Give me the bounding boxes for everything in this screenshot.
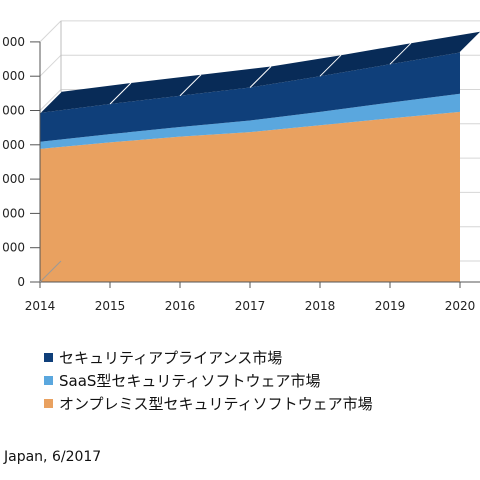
stacked-area-chart: 2014 2015 2016 2017 2018 2019 2020000000000000… <box>2 20 480 313</box>
x-tick-label-2020: 2020 <box>445 299 476 313</box>
areas-layer <box>39 31 480 282</box>
ribbon-divider-2 <box>179 74 202 97</box>
axes-layer <box>39 41 480 288</box>
legend: セキュリティアプライアンス市場 SaaS型セキュリティソフトウェア市場 オンプレ… <box>44 348 373 417</box>
ribbon-divider-5 <box>389 42 412 65</box>
legend-item-saas: SaaS型セキュリティソフトウェア市場 <box>44 371 373 390</box>
y-tick-label-0: 0 <box>17 275 25 289</box>
legend-label-onprem: オンプレミス型セキュリティソフトウェア市場 <box>59 395 373 413</box>
ribbon-divider-0 <box>39 91 62 114</box>
legend-swatch-onprem <box>44 399 53 408</box>
y-tick-label-3: 000 <box>2 172 25 186</box>
legend-label-appliance: セキュリティアプライアンス市場 <box>59 349 283 367</box>
legend-item-appliance: セキュリティアプライアンス市場 <box>44 348 373 367</box>
ribbon-divider-3 <box>249 66 272 88</box>
legend-swatch-appliance <box>44 353 53 362</box>
x-tick-label-2018: 2018 <box>305 299 336 313</box>
gridline-wall-6 <box>39 54 62 77</box>
legend-swatch-saas <box>44 376 53 385</box>
legend-item-onprem: オンプレミス型セキュリティソフトウェア市場 <box>44 394 373 413</box>
area-series-1 <box>40 93 460 149</box>
tick-labels-layer: 2014 2015 2016 2017 2018 2019 2020000000000000… <box>2 35 475 313</box>
ribbon-divider-4 <box>319 54 342 77</box>
y-tick-label-2: 000 <box>2 206 25 220</box>
y-tick-label-4: 000 <box>2 138 25 152</box>
y-tick-label-5: 000 <box>2 104 25 118</box>
floor-edge <box>39 260 62 283</box>
source-note: Japan, 6/2017 <box>4 449 102 465</box>
x-tick-label-2017: 2017 <box>235 299 266 313</box>
y-tick-label-6: 000 <box>2 69 25 83</box>
x-tick-label-2016: 2016 <box>165 299 196 313</box>
x-tick-label-2015: 2015 <box>95 299 126 313</box>
y-tick-label-1: 000 <box>2 241 25 255</box>
gridline-wall-5 <box>39 89 62 111</box>
area-top-ribbon <box>40 31 480 113</box>
x-tick-label-2019: 2019 <box>375 299 406 313</box>
legend-label-saas: SaaS型セキュリティソフトウェア市場 <box>59 372 321 390</box>
gridline-wall-7 <box>39 20 62 43</box>
ribbon-divider-1 <box>109 82 132 105</box>
ribbon-divider-6 <box>459 31 480 53</box>
area-series-0 <box>40 111 460 282</box>
y-tick-label-7: 000 <box>2 35 25 49</box>
area-series-2 <box>40 52 460 142</box>
x-tick-label-2014: 2014 <box>25 299 56 313</box>
